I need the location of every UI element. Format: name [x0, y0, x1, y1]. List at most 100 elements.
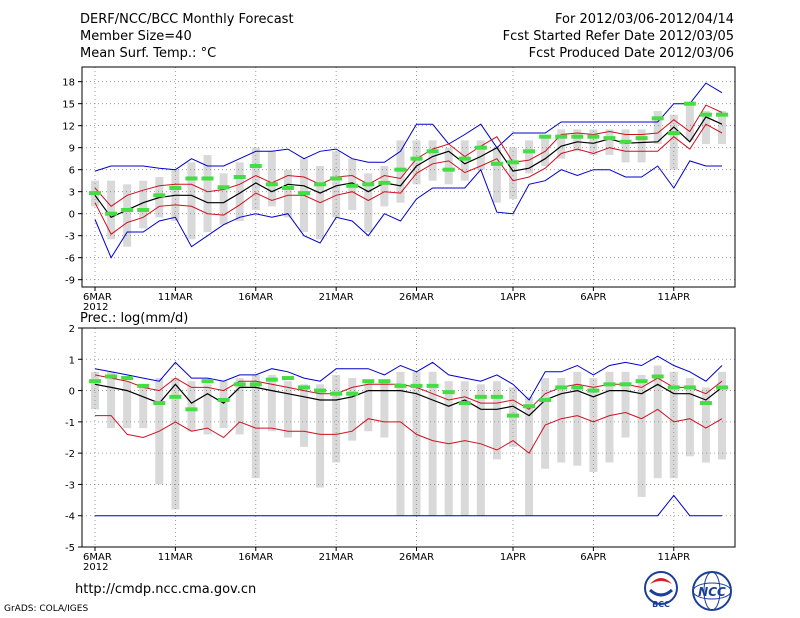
prec-range-box: [412, 371, 421, 516]
bcc-logo-icon: BCC: [644, 571, 678, 609]
prec-range-box: [283, 381, 292, 438]
temp-observed-point: [716, 112, 728, 117]
prec-observed-point: [555, 385, 568, 390]
temp-x-tick-label: 1APR: [500, 292, 526, 303]
temp-observed-point: [539, 134, 552, 139]
prec-observed-point: [490, 394, 503, 399]
prec-observed-point: [603, 382, 616, 387]
temp-range-box: [187, 162, 196, 240]
temp-range-box: [685, 103, 694, 141]
temp-range-box: [267, 151, 276, 207]
temp-observed-point: [667, 131, 680, 135]
temp-observed-point: [635, 136, 648, 141]
prec-observed-point: [474, 394, 487, 399]
prec-range-box: [492, 381, 501, 460]
temp-observed-point: [426, 149, 439, 154]
prec-observed-point: [314, 388, 327, 393]
ncc-logo-icon: NCC: [692, 571, 732, 611]
prec-range-box: [348, 378, 357, 441]
prec-x-tick-label: 11APR: [657, 552, 690, 563]
temp-frame: [81, 66, 736, 288]
temp-range-box: [573, 129, 582, 152]
prec-observed-point: [587, 388, 600, 393]
temp-y-tick-label: 18: [62, 78, 75, 89]
prec-range-box: [525, 396, 534, 516]
temp-observed-point: [330, 176, 343, 181]
prec-range-box: [605, 371, 614, 463]
prec-x-tick-label: 11MAR: [158, 552, 193, 563]
refer-date: Fcst Started Refer Date 2012/03/05: [502, 29, 734, 44]
temp-range-box: [251, 147, 260, 210]
chart-title: DERF/NCC/BCC Monthly Forecast: [80, 12, 294, 27]
temp-observed-point: [217, 185, 230, 190]
prec-range-box: [316, 384, 325, 488]
prec-y-tick-label: -1: [65, 418, 75, 429]
prec-observed-point: [201, 379, 214, 384]
temp-x-tick-label: 21MAR: [319, 292, 354, 303]
prec-observed-point: [410, 383, 423, 388]
temp-observed-point: [233, 175, 246, 179]
prec-range-box: [573, 371, 582, 466]
temp-observed-point: [442, 167, 455, 172]
prec-observed-point: [571, 385, 584, 390]
temp-observed-point: [362, 182, 375, 187]
prec-observed-point: [233, 382, 246, 387]
temp-y-tick-label: -3: [65, 232, 75, 243]
prec-observed-point: [458, 401, 471, 406]
prec-range-box: [460, 381, 469, 516]
prec-observed-point: [89, 379, 101, 384]
prec-range-box: [107, 371, 116, 429]
temp-line-ensemble-mean: [94, 116, 723, 219]
forecast-period: For 2012/03/06-2012/04/14: [555, 12, 734, 27]
prec-observed-point: [378, 379, 391, 384]
prec-observed-point: [635, 379, 648, 384]
prec-observed-point: [362, 379, 375, 384]
temp-range-box: [412, 140, 421, 185]
prec-y-tick-label: -5: [65, 543, 75, 554]
grads-credit: GrADS: COLA/IGES: [4, 604, 89, 614]
prec-y-tick-label: -2: [65, 449, 75, 460]
prec-observed-point: [105, 374, 118, 379]
temp-observed-point: [555, 134, 568, 139]
temp-x-tick-label: 6MAR: [83, 292, 112, 303]
prec-x-tick-label: 1APR: [500, 552, 526, 563]
prec-range-box: [267, 374, 276, 432]
prec-line-lower-spread: [95, 408, 723, 454]
prec-range-box: [653, 365, 662, 479]
temp-range-box: [701, 111, 710, 144]
prec-observed-point: [217, 397, 230, 402]
temp-observed-point: [394, 167, 407, 172]
prec-observed-point: [121, 376, 134, 381]
temp-range-box: [525, 140, 534, 174]
prec-range-box: [380, 381, 389, 438]
temp-range-box: [557, 129, 566, 159]
temp-observed-point: [89, 191, 101, 196]
temp-range-box: [364, 173, 373, 232]
temp-observed-point: [571, 134, 584, 139]
prec-observed-point: [169, 394, 182, 399]
prec-observed-point: [137, 383, 150, 388]
temp-observed-point: [314, 182, 327, 187]
temp-x-tick-label: 11APR: [657, 292, 690, 303]
temp-range-box: [428, 140, 437, 181]
temp-range-box: [718, 111, 726, 144]
temp-range-box: [219, 173, 228, 225]
temp-observed-point: [619, 139, 632, 144]
temp-range-box: [621, 129, 630, 163]
temp-observed-point: [507, 160, 519, 165]
prec-x-tick-label: 16MAR: [238, 552, 273, 563]
temp-x-tick-label: 11MAR: [158, 292, 193, 303]
temp-range-box: [444, 147, 453, 185]
prec-x-tick-label: 26MAR: [399, 552, 434, 563]
prec-range-box: [139, 384, 148, 429]
temp-x-tick-label: 2012: [83, 302, 108, 313]
prec-plot-area: [82, 328, 735, 547]
temp-range-box: [380, 166, 389, 207]
temp-x-tick-label: 26MAR: [399, 292, 434, 303]
temp-observed-point: [137, 208, 150, 212]
prec-range-box: [444, 381, 453, 516]
temp-line-max: [94, 82, 723, 172]
prec-x-tick-label: 6APR: [580, 552, 606, 563]
source-url[interactable]: http://cmdp.ncc.cma.gov.cn: [75, 582, 257, 597]
temp-y-tick-label: 3: [69, 188, 75, 199]
